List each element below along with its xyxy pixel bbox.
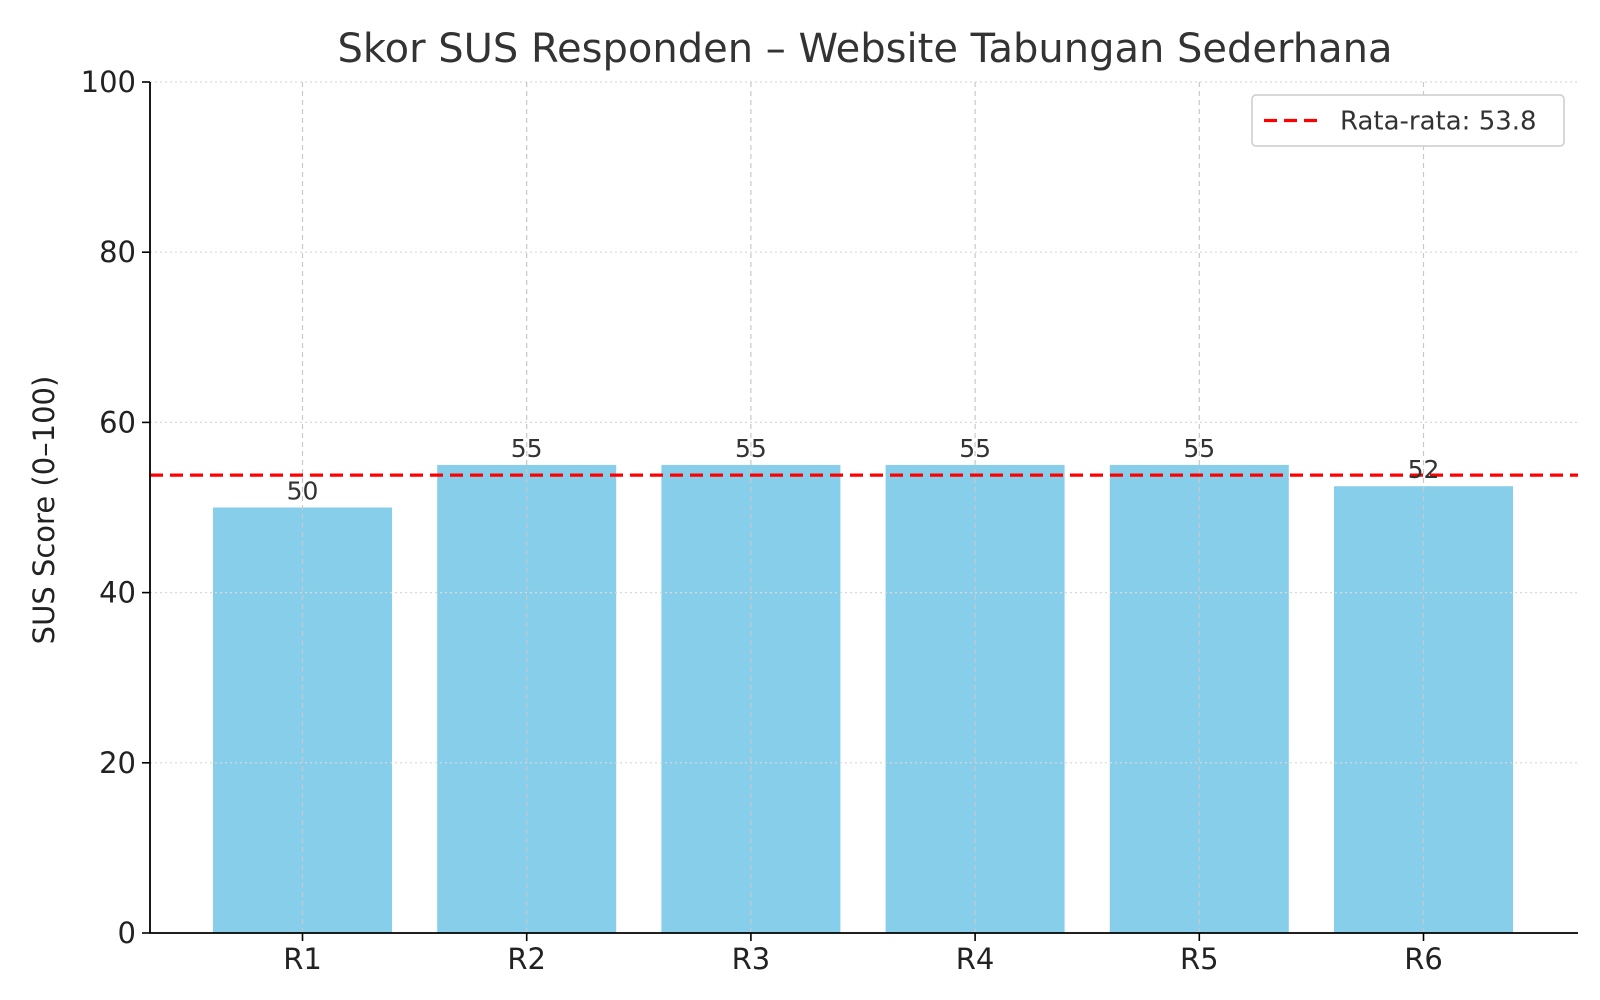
data-labels: 50 55 55 55 55 52 [287,434,1440,506]
x-tick-label: R6 [1404,942,1443,976]
axes: 0 20 40 60 80 100 R1 R2 R3 R4 R5 R6 [81,65,1578,976]
y-tick-label: 100 [81,65,136,99]
y-tick-label: 0 [118,916,136,950]
legend: Rata-rata: 53.8 [1251,94,1565,147]
y-tick-label: 40 [99,576,136,610]
y-tick-label: 20 [99,746,136,780]
y-tick-label: 60 [99,405,136,439]
data-label-r4: 55 [959,434,991,463]
y-axis-label: SUS Score (0–100) [27,376,61,645]
x-tick-label: R4 [956,942,995,976]
data-label-r2: 55 [511,434,543,463]
x-tick-label: R2 [507,942,546,976]
x-tick-label: R1 [283,942,322,976]
bars [213,464,1513,933]
data-label-r6: 52 [1408,455,1440,484]
legend-entry: Rata-rata: 53.8 [1340,107,1537,137]
x-tick-label: R3 [732,942,771,976]
legend-box [1251,94,1565,147]
x-tick-label: R5 [1180,942,1219,976]
data-label-r1: 50 [287,477,319,506]
data-label-r3: 55 [735,434,767,463]
y-tick-label: 80 [99,235,136,269]
data-label-r5: 55 [1183,434,1215,463]
chart-title: Skor SUS Responden – Website Tabungan Se… [338,26,1393,72]
grid [150,81,1578,933]
